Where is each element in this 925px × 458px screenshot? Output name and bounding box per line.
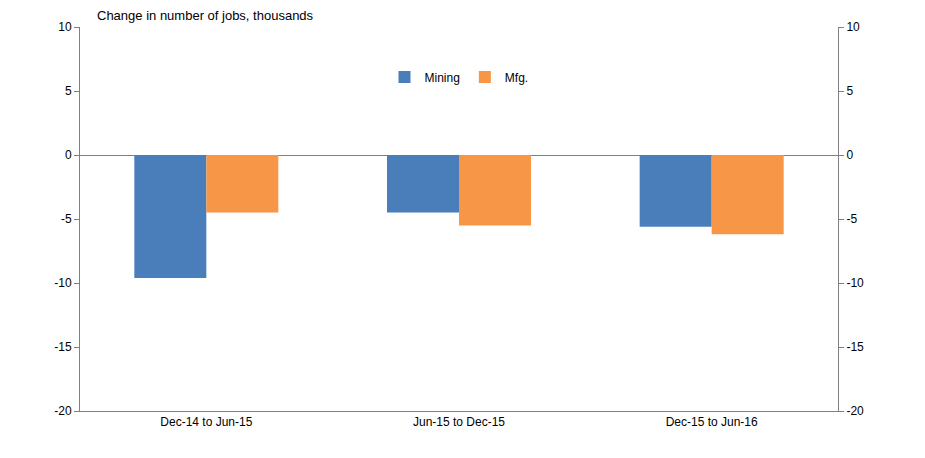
svg-text:-10: -10 <box>54 276 72 290</box>
svg-text:-5: -5 <box>846 212 857 226</box>
svg-text:5: 5 <box>846 84 853 98</box>
svg-text:Mining: Mining <box>425 71 460 85</box>
svg-text:Dec-15 to Jun-16: Dec-15 to Jun-16 <box>666 415 758 429</box>
svg-text:-15: -15 <box>54 340 72 354</box>
svg-text:0: 0 <box>65 148 72 162</box>
svg-text:-20: -20 <box>846 404 864 418</box>
svg-text:-10: -10 <box>846 276 864 290</box>
svg-text:-5: -5 <box>61 212 72 226</box>
svg-text:Jun-15 to Dec-15: Jun-15 to Dec-15 <box>413 415 505 429</box>
svg-text:Mfg.: Mfg. <box>505 71 528 85</box>
svg-text:-15: -15 <box>846 340 864 354</box>
svg-text:0: 0 <box>846 148 853 162</box>
svg-text:5: 5 <box>65 84 72 98</box>
svg-text:Change in number of jobs, thou: Change in number of jobs, thousands <box>97 8 314 23</box>
svg-text:-20: -20 <box>54 404 72 418</box>
svg-text:10: 10 <box>58 20 72 34</box>
svg-text:10: 10 <box>846 20 860 34</box>
svg-text:Dec-14 to Jun-15: Dec-14 to Jun-15 <box>160 415 252 429</box>
